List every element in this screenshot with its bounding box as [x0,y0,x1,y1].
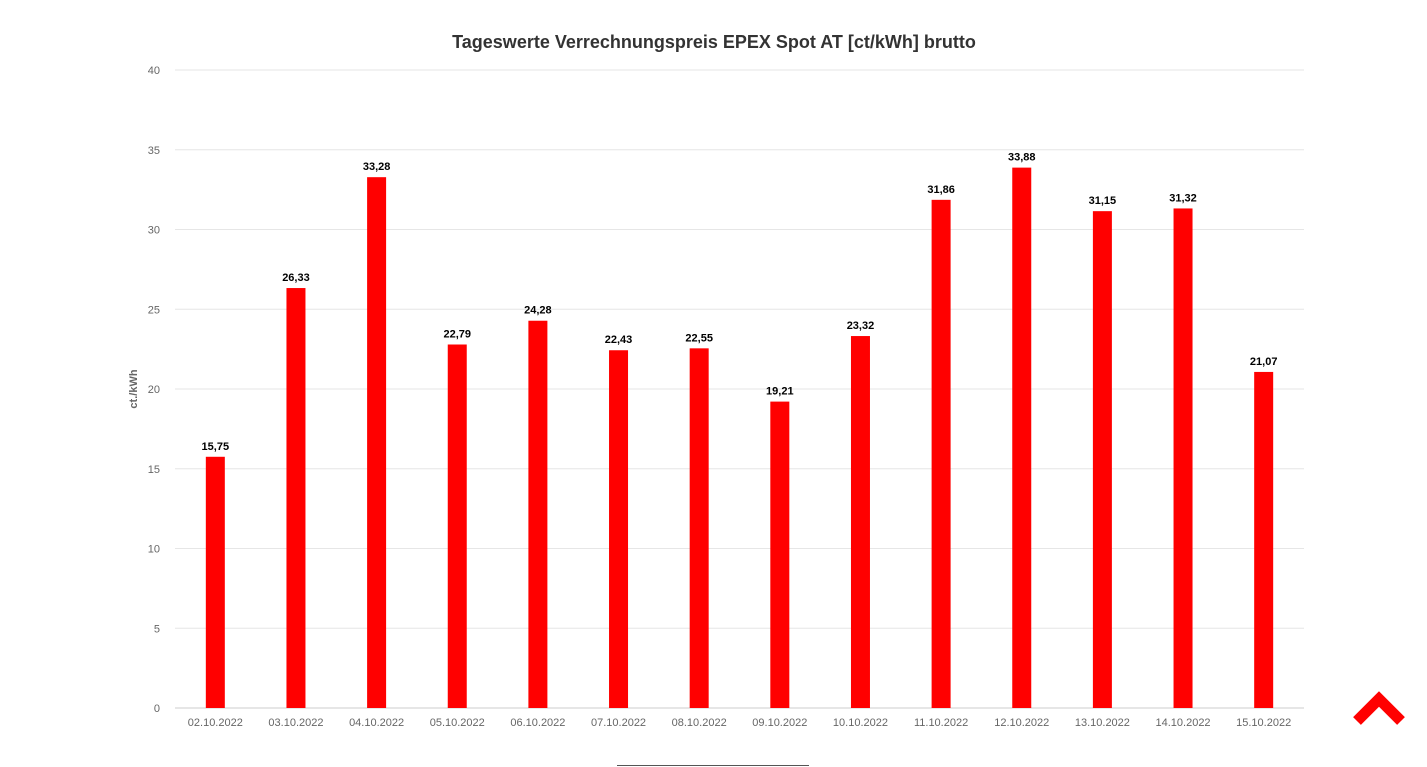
divider [617,765,809,766]
bar[interactable] [689,348,709,708]
data-label: 24,28 [524,305,552,317]
chevron-up-icon [1353,691,1405,725]
data-labels: 15,75 26,33 33,28 22,79 24,28 22,43 22,55 19,21… [202,152,1278,453]
bar[interactable] [1254,371,1274,708]
x-tick-label: 06.10.2022 [510,717,565,729]
y-tick-label: 40 [148,65,160,77]
bars [205,167,1274,709]
x-tick-label: 10.10.2022 [833,717,888,729]
y-tick-label: 15 [148,464,160,476]
data-label: 33,28 [363,161,391,173]
bar[interactable] [286,288,306,708]
x-tick-label: 12.10.2022 [994,717,1049,729]
bar[interactable] [1092,211,1112,708]
data-label: 23,32 [847,320,875,332]
data-label: 33,88 [1008,152,1036,164]
x-tick-label: 04.10.2022 [349,717,404,729]
data-label: 22,55 [685,332,713,344]
chart-title: Tageswerte Verrechnungspreis EPEX Spot A… [452,32,976,52]
data-label: 31,15 [1089,195,1117,207]
y-tick-label: 35 [148,145,160,157]
scroll-to-top-button[interactable] [1352,690,1406,730]
bar[interactable] [1012,167,1032,708]
bar[interactable] [931,199,951,708]
x-tick-label: 15.10.2022 [1236,717,1291,729]
y-tick-label: 10 [148,544,160,556]
x-tick-label: 05.10.2022 [430,717,485,729]
x-tick-label: 03.10.2022 [268,717,323,729]
data-label: 22,43 [605,334,633,346]
x-tick-label: 09.10.2022 [752,717,807,729]
x-tick-label: 08.10.2022 [672,717,727,729]
y-tick-label: 5 [154,623,160,635]
x-tick-label: 02.10.2022 [188,717,243,729]
grid-lines [175,69,1304,709]
x-tick-label: 11.10.2022 [914,717,968,729]
bar[interactable] [447,344,467,708]
x-axis-ticks: 02.10.2022 03.10.2022 04.10.2022 05.10.2022… [188,717,1291,729]
data-label: 19,21 [766,386,794,398]
bar[interactable] [609,350,629,708]
data-label: 31,32 [1169,192,1197,204]
data-label: 21,07 [1250,356,1278,368]
y-tick-label: 30 [148,225,160,237]
bar[interactable] [528,320,548,708]
bar[interactable] [1173,208,1193,709]
y-tick-label: 0 [154,703,160,715]
bar[interactable] [205,456,225,708]
y-axis-label: ct./kWh [128,369,140,408]
bar[interactable] [770,401,790,708]
x-tick-label: 14.10.2022 [1156,717,1211,729]
y-tick-label: 20 [148,384,160,396]
data-label: 15,75 [202,441,230,453]
bar[interactable] [367,177,387,708]
data-label: 22,79 [443,328,471,340]
x-tick-label: 07.10.2022 [591,717,646,729]
data-label: 26,33 [282,272,310,284]
y-axis-ticks: 0 5 10 15 20 25 30 35 40 [148,65,160,715]
bar[interactable] [850,336,870,708]
y-tick-label: 25 [148,304,160,316]
x-tick-label: 13.10.2022 [1075,717,1130,729]
data-label: 31,86 [927,184,955,196]
